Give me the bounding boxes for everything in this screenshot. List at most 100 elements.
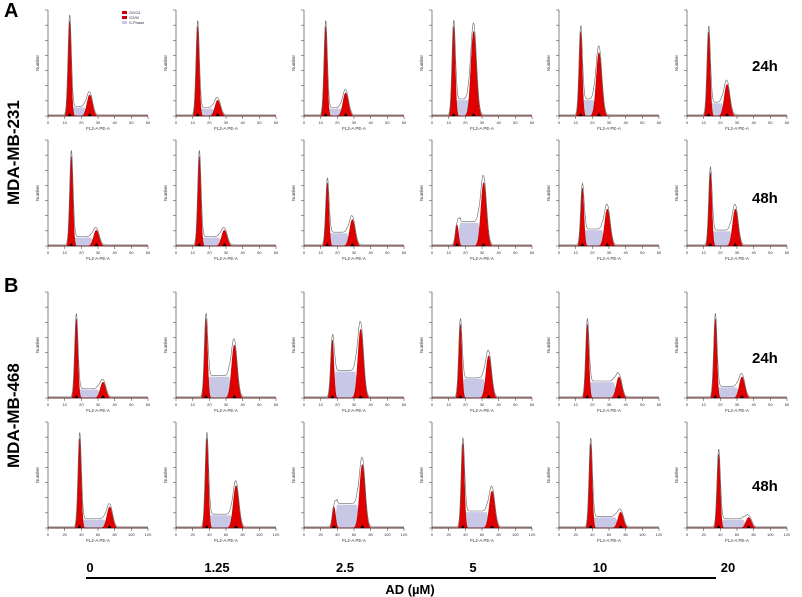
- x-tick-label: 40: [207, 532, 212, 537]
- x-tick-label: 50: [513, 402, 518, 407]
- peak-marker-icon: [234, 525, 238, 528]
- g2-peak: [432, 30, 532, 117]
- y-axis-label: Number: [291, 467, 296, 484]
- histogram-panel: 0 10 20 30 40 50 60 FL2-A PE-A Number: [674, 139, 790, 261]
- histogram-panel: 0 10 20 30 40 50 60 FL2-A PE-A Number: [291, 139, 407, 261]
- x-axis-label: FL2-A PE-A: [597, 256, 621, 261]
- x-tick-label: 40: [751, 120, 756, 125]
- s-phase-area: [432, 512, 532, 528]
- x-tick-label: 60: [402, 250, 407, 255]
- peak-marker-icon: [588, 525, 593, 528]
- legend-label: G2/M: [129, 15, 139, 20]
- x-tick-label: 100: [639, 532, 646, 537]
- x-tick-label: 0: [431, 402, 434, 407]
- x-axis-label: FL2-A PE-A: [214, 126, 238, 131]
- histogram-panel: 0 10 20 30 40 50 60 FL2-A PE-A Number: [419, 291, 535, 413]
- peak-marker-icon: [708, 243, 713, 246]
- histogram-panel: 0 10 20 30 40 50 60 FL2-A PE-A Number: [35, 9, 151, 131]
- x-tick-label: 20: [318, 532, 323, 537]
- x-tick-label: 30: [96, 120, 101, 125]
- x-tick-label: 20: [590, 402, 595, 407]
- x-tick-label: 60: [146, 402, 151, 407]
- x-tick-label: 120: [784, 532, 791, 537]
- x-axis-label: FL2-A PE-A: [597, 538, 621, 543]
- x-tick-label: 60: [657, 120, 662, 125]
- x-tick-label: 20: [463, 120, 468, 125]
- x-axis-label: FL2-A PE-A: [470, 538, 494, 543]
- legend-swatch: [122, 21, 127, 24]
- x-axis-label: FL2-A PE-A: [86, 538, 110, 543]
- concentration-label: 5: [469, 560, 477, 575]
- x-tick-label: 20: [701, 532, 706, 537]
- x-tick-label: 40: [112, 402, 117, 407]
- x-tick-label: 0: [47, 120, 50, 125]
- y-axis-label: Number: [419, 337, 424, 354]
- peak-marker-icon: [605, 243, 610, 246]
- data-outline: [559, 182, 659, 246]
- x-tick-label: 60: [530, 402, 535, 407]
- concentration-label: 10: [592, 560, 608, 575]
- y-axis-label: Number: [546, 337, 551, 354]
- x-tick-label: 20: [207, 120, 212, 125]
- g2-peak: [559, 208, 659, 247]
- x-tick-label: 20: [718, 250, 723, 255]
- x-tick-label: 40: [496, 120, 501, 125]
- x-tick-label: 0: [175, 250, 178, 255]
- peak-marker-icon: [197, 243, 202, 246]
- x-axis-label: FL2-A PE-A: [597, 408, 621, 413]
- time-label: 24h: [752, 350, 778, 367]
- x-tick-label: 50: [129, 402, 134, 407]
- peak-marker-icon: [733, 243, 738, 246]
- x-tick-label: 30: [607, 120, 612, 125]
- peak-marker-icon: [471, 113, 476, 116]
- histogram-panel: 0 10 20 30 40 50 60 FL2-A PE-A Number: [674, 291, 790, 413]
- x-tick-label: 40: [112, 120, 117, 125]
- peak-marker-icon: [713, 395, 718, 398]
- g2-peak: [304, 92, 404, 117]
- g1-peak: [559, 31, 659, 117]
- data-outline: [48, 313, 148, 398]
- histogram-panel: 0 20 40 60 80 100 120 FL2-A PE-A Number: [35, 421, 152, 543]
- x-tick-label: 60: [274, 250, 279, 255]
- x-tick-label: 10: [190, 402, 195, 407]
- x-tick-label: 30: [96, 250, 101, 255]
- x-tick-label: 0: [175, 532, 178, 537]
- x-tick-label: 30: [735, 250, 740, 255]
- peak-marker-icon: [618, 525, 623, 528]
- histogram-panel: 0 10 20 30 40 50 60 FL2-A PE-A Number: [546, 9, 662, 131]
- data-outline: [48, 14, 148, 116]
- y-axis-label: Number: [674, 337, 679, 354]
- histogram-panel: 0 10 20 30 40 50 60 FL2-A PE-A Number: [163, 9, 279, 131]
- x-tick-label: 30: [480, 120, 485, 125]
- histogram-panel: 0 10 20 30 40 50 60 FL2-A PE-A Number: [291, 9, 407, 131]
- panel-a-label: A: [4, 0, 19, 22]
- s-phase-area: [176, 515, 276, 528]
- concentration-label: 1.25: [204, 560, 230, 575]
- data-outline: [176, 313, 276, 398]
- x-axis-label: FL2-A PE-A: [342, 408, 366, 413]
- x-tick-label: 20: [79, 402, 84, 407]
- peak-marker-icon: [94, 243, 99, 246]
- x-tick-label: 80: [623, 532, 628, 537]
- peak-marker-icon: [490, 525, 494, 528]
- x-axis-label: FL2-A PE-A: [86, 408, 110, 413]
- x-tick-label: 40: [240, 120, 245, 125]
- x-tick-label: 10: [701, 120, 706, 125]
- x-tick-label: 10: [62, 250, 67, 255]
- peak-marker-icon: [725, 113, 729, 116]
- histogram-panel: 0 20 40 60 80 100 120 FL2-A PE-A Number: [163, 421, 280, 543]
- x-axis-label: FL2-A PE-A: [597, 126, 621, 131]
- x-tick-label: 30: [352, 120, 357, 125]
- x-tick-label: 20: [190, 532, 195, 537]
- legend-label: S-Phase: [129, 20, 145, 25]
- peak-marker-icon: [740, 395, 744, 398]
- g2-peak: [176, 229, 276, 247]
- histogram-panel: 0 10 20 30 40 50 60 FL2-A PE-A Number: [674, 9, 790, 131]
- x-axis-label: FL2-A PE-A: [342, 126, 366, 131]
- x-tick-label: 50: [257, 250, 262, 255]
- x-tick-label: 100: [128, 532, 135, 537]
- x-tick-label: 40: [240, 250, 245, 255]
- x-tick-label: 100: [767, 532, 774, 537]
- peak-marker-icon: [215, 113, 220, 116]
- data-outline: [304, 456, 404, 528]
